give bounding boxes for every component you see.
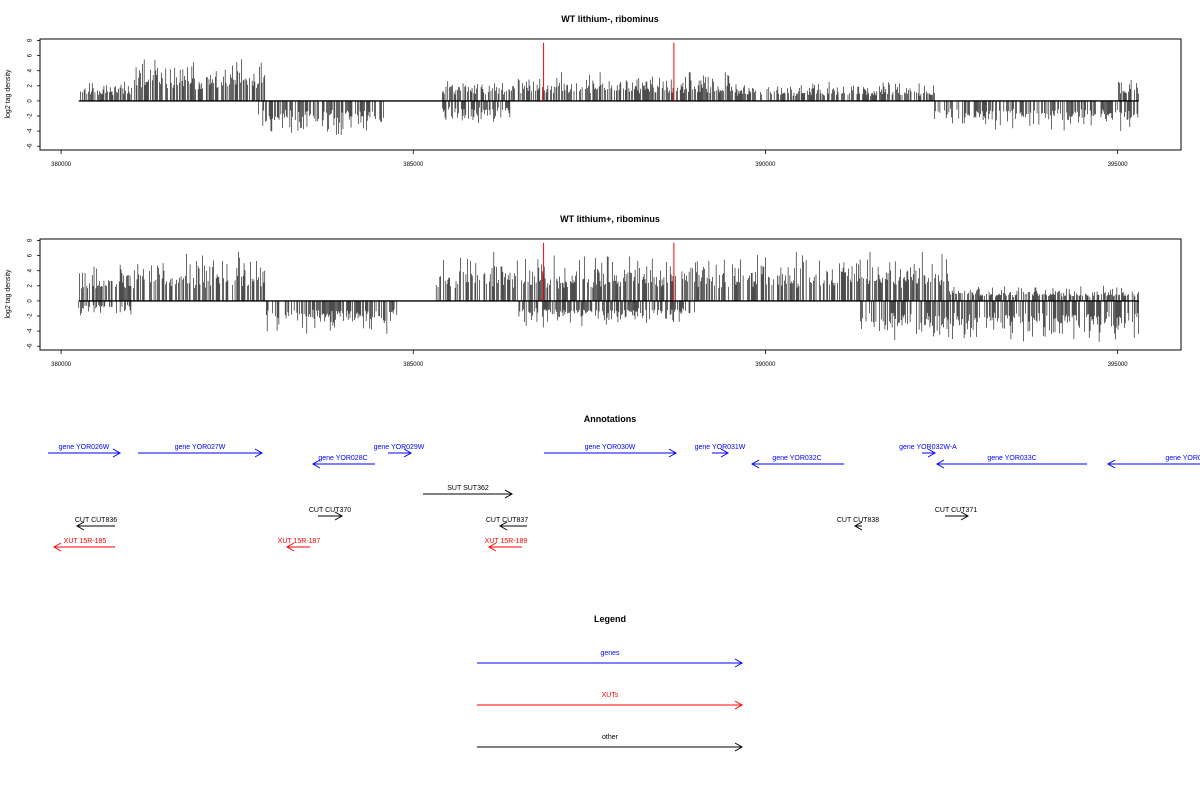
annotation-label: CUT CUT836: [75, 517, 117, 524]
axes: 8 6 4 2 0 -2 -4 -6 380000 385000 390000 395000: [28, 238, 1129, 368]
annotation-arrow: [388, 448, 413, 458]
annotation-label: gene YOR032C: [772, 455, 821, 462]
annotation-arrow: [487, 542, 522, 552]
y-tick-label: -4: [28, 128, 34, 134]
annotation-arrow: [853, 521, 863, 531]
legend-label: XUTs: [602, 692, 619, 699]
annotation-label: XUT 15R-185: [64, 538, 107, 545]
annotation-arrow: [1106, 459, 1200, 469]
annotation-arrow: [498, 521, 527, 531]
annotation-arrow: [48, 448, 122, 458]
x-tick-label: 395000: [1108, 162, 1129, 168]
annotations-track: Annotations gene YOR026W gene YOR027Wgene…: [48, 414, 1200, 552]
x-tick-label: 390000: [755, 162, 776, 168]
axes: 8 6 4 2 0 -2 -4 -6 380000 385000 390000 395000: [28, 38, 1129, 168]
y-tick-label: 6: [28, 53, 34, 57]
annotation-arrow: [138, 448, 264, 458]
y-tick-label: 0: [28, 99, 34, 103]
annotation-arrow: [935, 459, 1087, 469]
y-tick-label: 4: [28, 268, 34, 272]
x-tick-label: 380000: [51, 162, 72, 168]
annotation-items: gene YOR026W gene YOR027W gene YOR028C gene…: [48, 444, 1200, 552]
annotation-arrow: [75, 521, 115, 531]
y-tick-label: 8: [28, 38, 34, 42]
annotation-arrow: [285, 542, 310, 552]
y-axis-label: log2 tag density: [5, 269, 12, 319]
annotation-label: gene YOR032W-A: [899, 444, 957, 451]
legend-label: other: [602, 734, 619, 741]
y-tick-label: 6: [28, 253, 34, 257]
y-tick-label: -6: [28, 343, 34, 349]
annotation-arrow: [318, 511, 344, 521]
y-tick-label: -4: [28, 328, 34, 334]
annotation-label: XUT 15R-187: [278, 538, 321, 545]
plot-frame: [39, 38, 1182, 151]
annotation-label: gene YOR034C: [1165, 455, 1200, 462]
legend-items: genes XUTs other: [477, 650, 744, 752]
y-tick-label: 8: [28, 238, 34, 242]
annotation-arrow: [712, 448, 730, 458]
x-tick-label: 385000: [403, 162, 424, 168]
annotation-arrow: [750, 459, 844, 469]
panel-title: WT lithium-, ribominus: [561, 14, 659, 24]
y-tick-label: 2: [28, 83, 34, 87]
annotation-label: gene YOR027W: [175, 444, 226, 451]
track-panel-lithium-plus: WT lithium+, ribominus log2 tag density …: [5, 214, 1182, 368]
panel-title: WT lithium+, ribominus: [560, 214, 660, 224]
y-tick-label: 2: [28, 283, 34, 287]
annotation-label: gene YOR029W: [374, 444, 425, 451]
annotation-arrow: [311, 459, 375, 469]
x-tick-label: 390000: [755, 362, 776, 368]
track-panel-lithium-minus: WT lithium-, ribominus log2 tag density …: [5, 14, 1182, 168]
plot-frame: [39, 238, 1182, 351]
bar-group: [78, 242, 1140, 342]
y-axis-label: log2 tag density: [5, 69, 12, 119]
x-tick-label: 395000: [1108, 362, 1129, 368]
annotation-arrow: [52, 542, 115, 552]
legend-label: genes: [600, 650, 620, 657]
x-tick-label: 385000: [403, 362, 424, 368]
annotation-label: SUT SUT362: [447, 485, 489, 492]
annotation-label: gene YOR026W: [59, 444, 110, 451]
annotation-label: gene YOR028C: [318, 455, 367, 462]
annotation-label: CUT CUT370: [309, 507, 351, 514]
annotation-label: gene YOR031W: [695, 444, 746, 451]
y-tick-label: 0: [28, 299, 34, 303]
annotation-label: CUT CUT837: [486, 517, 528, 524]
y-tick-label: -6: [28, 143, 34, 149]
annotations-title: Annotations: [584, 414, 637, 424]
y-tick-label: -2: [28, 113, 34, 119]
legend-arrow: [477, 742, 744, 752]
annotation-label: XUT 15R-189: [485, 538, 528, 545]
legend: Legend genes XUTs other: [477, 614, 744, 752]
annotation-arrow: [922, 448, 937, 458]
legend-arrow: [477, 700, 744, 710]
annotation-arrow: [544, 448, 678, 458]
legend-arrow: [477, 658, 744, 668]
y-tick-label: -2: [28, 313, 34, 319]
annotation-label: CUT CUT371: [935, 507, 977, 514]
annotation-arrow: [423, 489, 514, 499]
legend-title: Legend: [594, 614, 626, 624]
y-tick-label: 4: [28, 68, 34, 72]
annotation-label: gene YOR030W: [585, 444, 636, 451]
annotation-arrow: [945, 511, 970, 521]
x-tick-label: 380000: [51, 362, 72, 368]
annotation-label: gene YOR033C: [987, 455, 1036, 462]
annotation-label: CUT CUT838: [837, 517, 879, 524]
bar-group: [78, 42, 1139, 135]
